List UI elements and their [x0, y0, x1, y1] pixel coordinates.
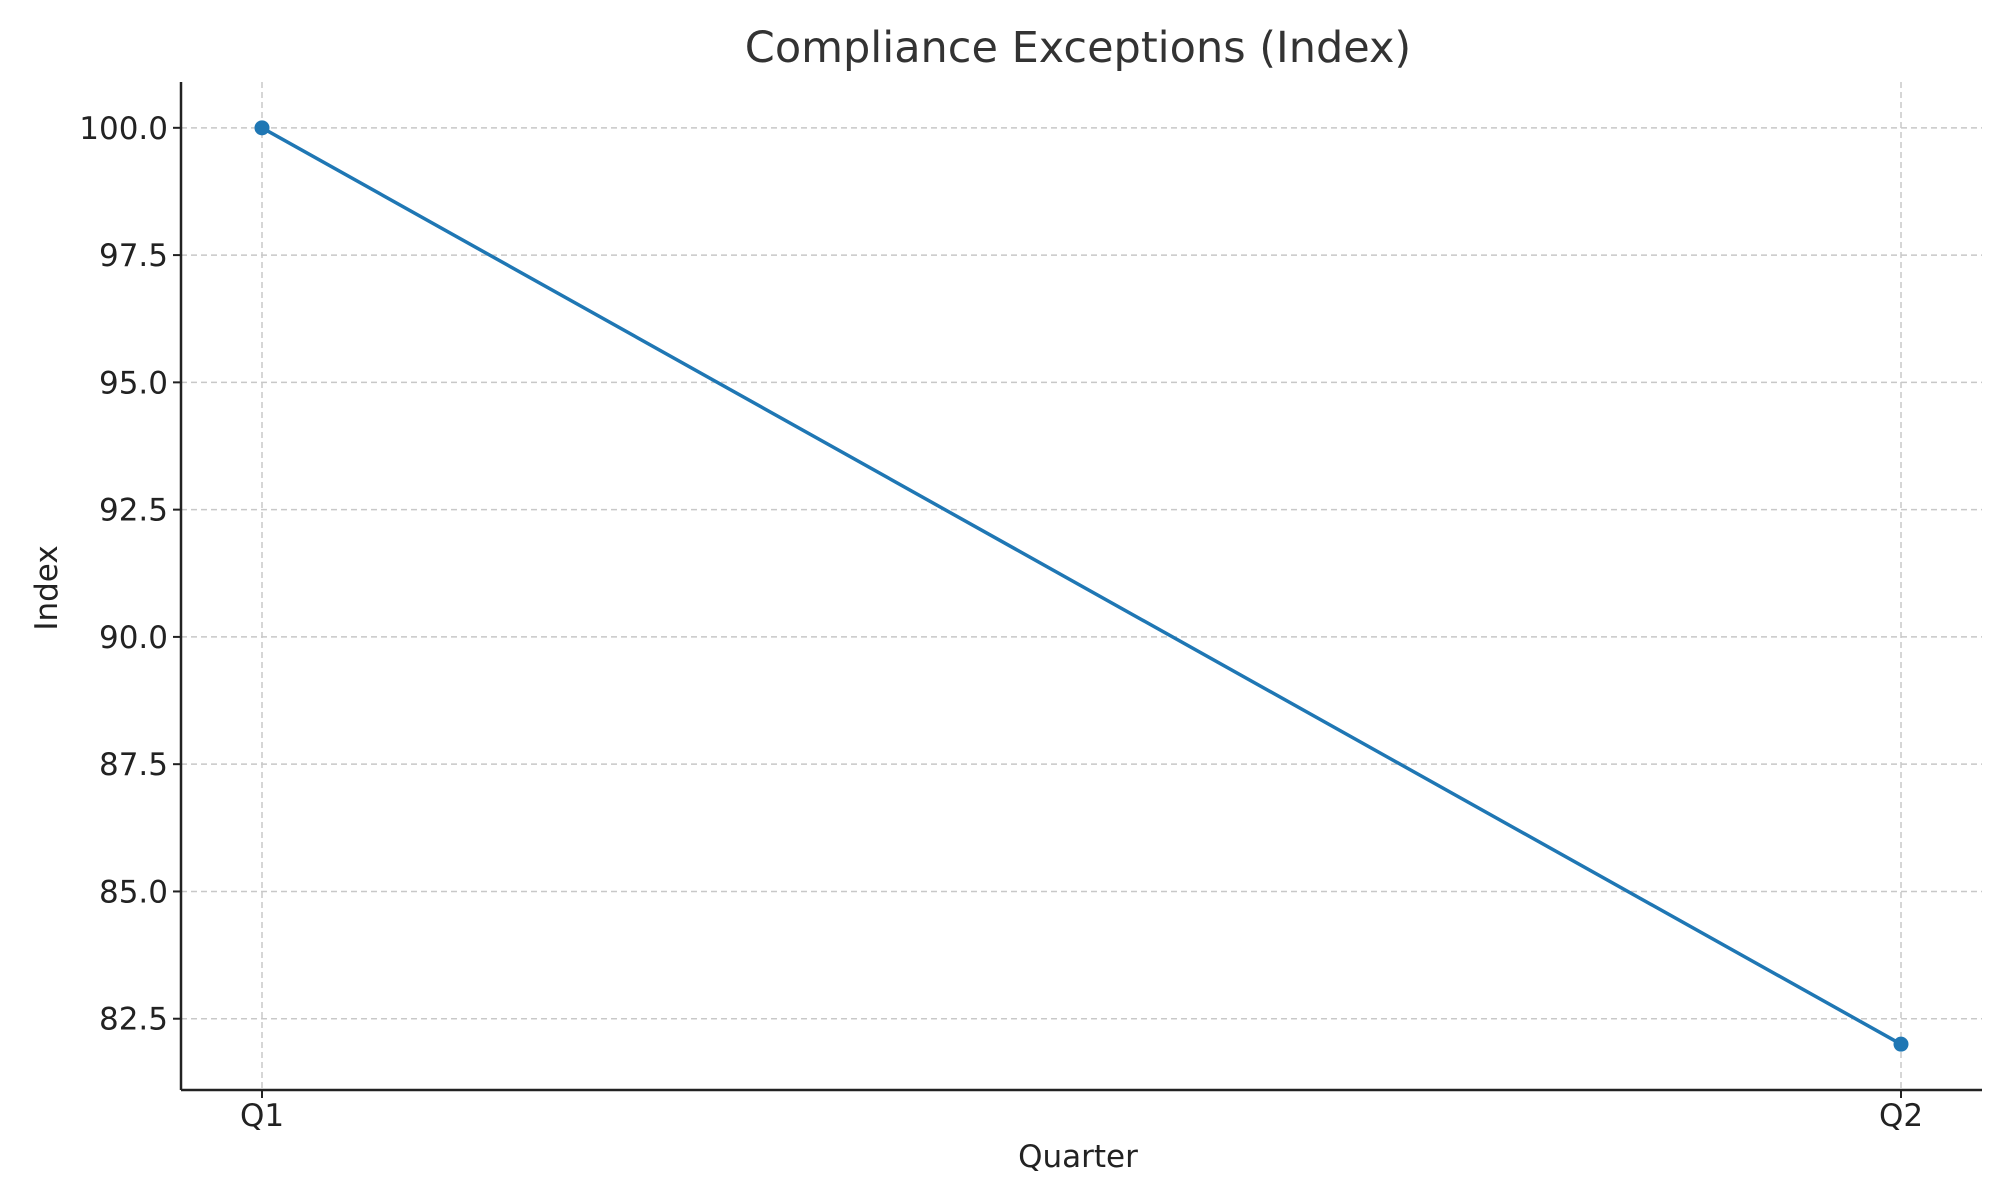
y-tick-label: 92.5	[99, 493, 168, 529]
y-tick-label: 87.5	[99, 747, 168, 783]
series	[254, 120, 1909, 1052]
data-point	[254, 120, 270, 136]
y-tick-label: 97.5	[99, 238, 168, 274]
y-tick-label: 100.0	[79, 111, 168, 147]
x-tick-label: Q1	[240, 1098, 284, 1134]
x-axis-label: Quarter	[1018, 1139, 1138, 1175]
data-point	[1893, 1036, 1909, 1052]
series-line	[260, 126, 1903, 1046]
y-tick-label: 95.0	[99, 365, 168, 401]
labels: Compliance Exceptions (Index) Quarter In…	[29, 23, 1923, 1175]
chart-title: Compliance Exceptions (Index)	[745, 23, 1411, 73]
y-tick-label: 82.5	[99, 1002, 168, 1038]
grid	[181, 82, 1982, 1090]
axes	[173, 82, 1982, 1098]
y-tick-label: 90.0	[99, 620, 168, 656]
y-axis-label: Index	[29, 545, 65, 630]
x-tick-label: Q2	[1879, 1098, 1923, 1134]
y-tick-label: 85.0	[99, 874, 168, 910]
